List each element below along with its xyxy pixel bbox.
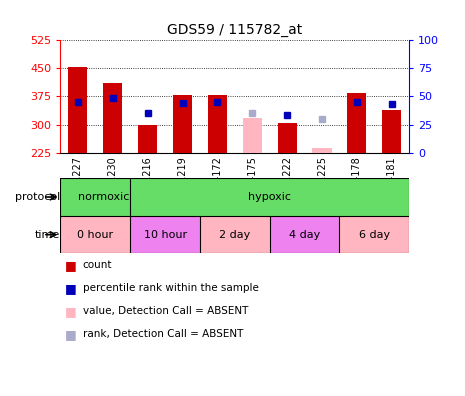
- Bar: [68, 67, 87, 153]
- Text: ■: ■: [65, 305, 77, 318]
- Bar: [130, 178, 409, 216]
- Bar: [208, 95, 227, 153]
- Bar: [60, 178, 130, 216]
- Text: ■: ■: [65, 328, 77, 341]
- Bar: [382, 110, 401, 153]
- Text: normoxic: normoxic: [79, 192, 130, 202]
- Text: ■: ■: [65, 282, 77, 295]
- Text: percentile rank within the sample: percentile rank within the sample: [83, 283, 259, 293]
- Text: 10 hour: 10 hour: [144, 230, 186, 240]
- Text: ■: ■: [65, 259, 77, 272]
- Title: GDS59 / 115782_at: GDS59 / 115782_at: [167, 23, 302, 37]
- Bar: [138, 125, 157, 153]
- Bar: [278, 123, 297, 153]
- Bar: [130, 216, 200, 253]
- Text: value, Detection Call = ABSENT: value, Detection Call = ABSENT: [83, 306, 248, 316]
- Text: 6 day: 6 day: [359, 230, 390, 240]
- Bar: [173, 95, 192, 153]
- Text: 4 day: 4 day: [289, 230, 320, 240]
- Bar: [200, 216, 270, 253]
- Text: count: count: [83, 260, 112, 270]
- Bar: [243, 118, 262, 153]
- Bar: [347, 93, 366, 153]
- Text: rank, Detection Call = ABSENT: rank, Detection Call = ABSENT: [83, 329, 243, 339]
- Bar: [312, 148, 332, 153]
- Text: 0 hour: 0 hour: [77, 230, 113, 240]
- Text: hypoxic: hypoxic: [248, 192, 291, 202]
- Text: time: time: [35, 230, 60, 240]
- Bar: [339, 216, 409, 253]
- Bar: [103, 83, 122, 153]
- Text: protocol: protocol: [15, 192, 60, 202]
- Bar: [270, 216, 339, 253]
- Bar: [60, 216, 130, 253]
- Text: 2 day: 2 day: [219, 230, 251, 240]
